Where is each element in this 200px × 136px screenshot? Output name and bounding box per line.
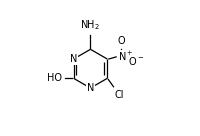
Text: O$^-$: O$^-$ bbox=[128, 55, 144, 67]
Text: HO: HO bbox=[46, 73, 61, 83]
Text: NH$_2$: NH$_2$ bbox=[80, 18, 100, 32]
Text: N: N bbox=[86, 83, 94, 93]
Text: O: O bbox=[116, 36, 124, 46]
Text: N: N bbox=[70, 54, 77, 64]
Text: N$^+$: N$^+$ bbox=[118, 50, 133, 64]
Text: Cl: Cl bbox=[114, 90, 123, 100]
